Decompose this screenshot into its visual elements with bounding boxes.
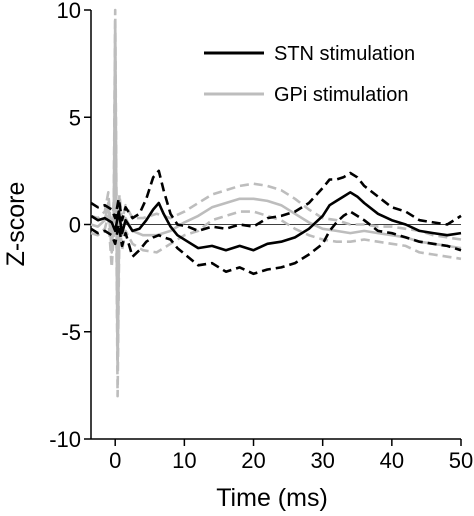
y-tick-label: 10 <box>57 0 81 23</box>
y-tick-label: 5 <box>69 105 81 130</box>
stn-mean-line <box>90 191 462 252</box>
x-tick-label: 40 <box>380 448 404 473</box>
y-tick-label: 0 <box>69 213 81 238</box>
y-tick-label: -10 <box>49 427 81 452</box>
legend-label-gpi: GPi stimulation <box>274 84 409 106</box>
legend: STN stimulation GPi stimulation <box>204 43 415 106</box>
legend-label-stn: STN stimulation <box>274 43 415 65</box>
y-axis-title: Z-score <box>2 182 30 267</box>
plot-series <box>90 8 462 398</box>
axes: -10 -5 0 5 10 0 10 20 30 40 50 <box>49 0 473 473</box>
x-tick-label: 30 <box>310 448 334 473</box>
y-tick-label: -5 <box>61 320 81 345</box>
x-tick-label: 50 <box>449 448 473 473</box>
x-tick-label: 0 <box>109 448 121 473</box>
stn-upper-sem-line <box>90 169 462 233</box>
x-axis-title: Time (ms) <box>216 484 328 512</box>
gpi-upper-sem-line <box>90 8 462 344</box>
x-tick-label: 20 <box>241 448 265 473</box>
gpi-lower-sem-line <box>90 40 462 398</box>
x-tick-label: 10 <box>172 448 196 473</box>
